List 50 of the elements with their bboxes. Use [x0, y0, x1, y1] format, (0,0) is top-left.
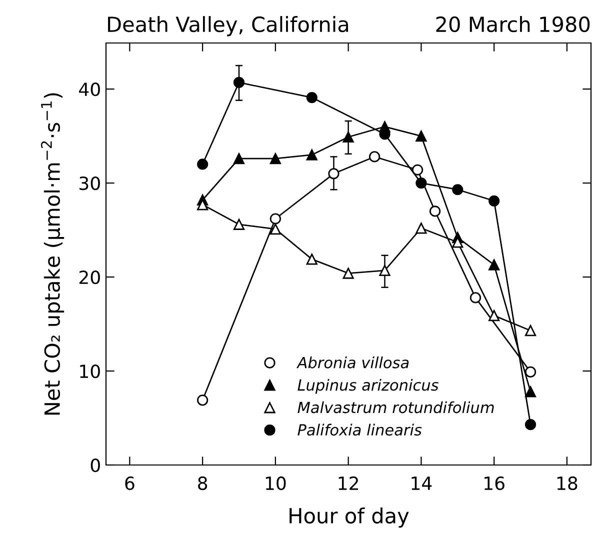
point	[488, 310, 500, 322]
legend-label: Abronia villosa	[296, 356, 409, 368]
x-tick-label: 10	[266, 476, 286, 490]
point	[369, 151, 380, 162]
point	[488, 259, 500, 270]
point	[452, 184, 464, 196]
point	[233, 76, 245, 88]
point	[328, 168, 340, 180]
x-tick-label: 14	[412, 476, 432, 490]
point	[470, 292, 482, 304]
y-tick-label: 30	[80, 176, 100, 190]
point	[524, 366, 536, 378]
point	[524, 325, 536, 336]
chart-title: Death Valley, California	[108, 16, 348, 36]
x-axis-title: Hour of day	[290, 507, 409, 528]
point	[416, 177, 427, 189]
point	[342, 131, 354, 143]
point	[416, 130, 427, 142]
point	[197, 394, 208, 406]
x-tick-label: 6	[125, 476, 134, 490]
point	[429, 206, 441, 217]
point	[412, 164, 424, 176]
point	[233, 153, 245, 164]
point	[379, 264, 390, 276]
chart-subtitle: 20 March 1980	[436, 16, 590, 32]
point	[233, 218, 245, 230]
point	[524, 419, 536, 430]
point	[197, 158, 208, 170]
point	[306, 92, 318, 104]
y-tick-label: 40	[79, 82, 100, 96]
point	[270, 213, 281, 224]
y-axis-title: Net CO₂ uptake (μmol·m$^{−2}$·s$^{−1}$)	[40, 93, 64, 415]
y-tick-label: 10	[80, 364, 100, 378]
point	[270, 224, 281, 235]
point	[524, 386, 536, 398]
y-tick-label: 0	[90, 458, 100, 472]
legend-label: Malvastrum rotundifolium	[298, 401, 494, 414]
x-tick-label: 8	[198, 476, 208, 490]
x-tick-label: 16	[484, 476, 504, 490]
point	[306, 149, 318, 160]
point	[342, 268, 354, 279]
x-tick-label: 18	[557, 476, 578, 490]
point	[416, 222, 427, 234]
legend-label: Lupinus arizonicus	[298, 378, 438, 394]
point	[488, 195, 500, 206]
x-tick-label: 12	[338, 476, 358, 490]
point	[270, 153, 281, 164]
point	[306, 254, 318, 265]
legend-label: Palifoxia linearis	[298, 424, 422, 436]
y-tick-label: 20	[79, 270, 100, 284]
